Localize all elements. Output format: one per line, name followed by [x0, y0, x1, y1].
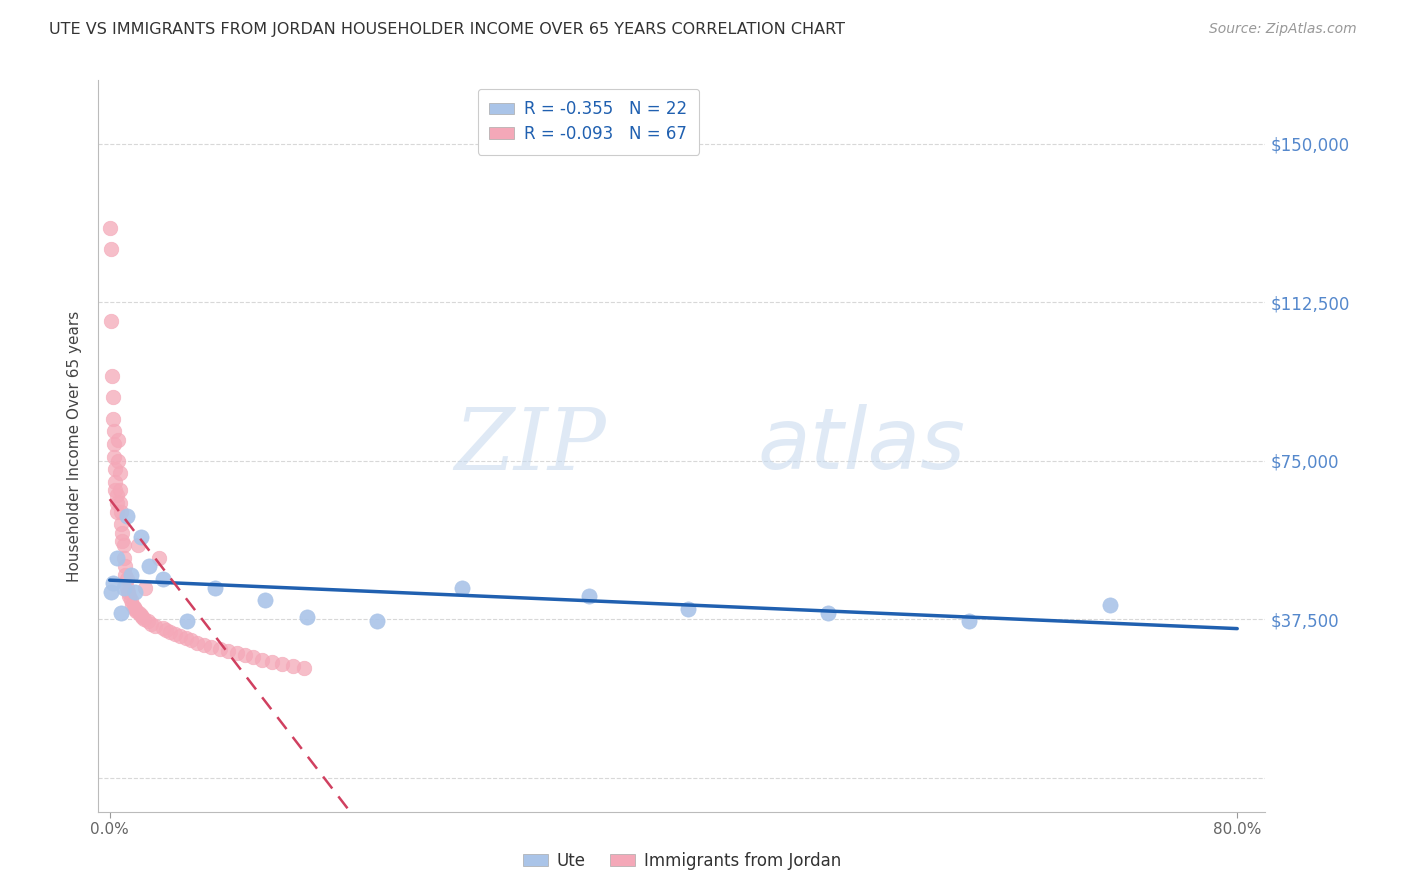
- Point: [103, 437, 125, 451]
- Point: [101, 390, 124, 404]
- Point: [117, 585, 139, 599]
- Point: [108, 496, 131, 510]
- Point: [112, 581, 135, 595]
- Point: [208, 642, 231, 657]
- Point: [817, 606, 839, 620]
- Point: [131, 610, 153, 624]
- Point: [100, 314, 122, 328]
- Point: [281, 658, 304, 673]
- Legend: Ute, Immigrants from Jordan: Ute, Immigrants from Jordan: [516, 846, 848, 877]
- Point: [101, 411, 124, 425]
- Point: [143, 618, 166, 632]
- Point: [200, 640, 222, 654]
- Point: [108, 483, 131, 498]
- Point: [169, 629, 191, 643]
- Point: [105, 504, 128, 518]
- Point: [114, 559, 136, 574]
- Point: [111, 534, 134, 549]
- Point: [132, 612, 155, 626]
- Text: atlas: atlas: [758, 404, 966, 488]
- Point: [107, 433, 129, 447]
- Point: [100, 585, 122, 599]
- Point: [124, 601, 146, 615]
- Point: [112, 551, 135, 566]
- Point: [114, 568, 136, 582]
- Point: [204, 581, 226, 595]
- Point: [253, 593, 276, 607]
- Point: [242, 650, 264, 665]
- Point: [159, 625, 181, 640]
- Y-axis label: Householder Income Over 65 years: Householder Income Over 65 years: [67, 310, 83, 582]
- Point: [103, 450, 125, 464]
- Point: [110, 504, 132, 518]
- Point: [110, 517, 132, 532]
- Point: [120, 568, 142, 582]
- Point: [125, 604, 148, 618]
- Point: [110, 606, 132, 620]
- Point: [295, 610, 318, 624]
- Point: [152, 621, 174, 635]
- Point: [155, 623, 177, 637]
- Point: [180, 633, 202, 648]
- Point: [127, 538, 149, 552]
- Point: [270, 657, 292, 671]
- Point: [233, 648, 256, 663]
- Point: [217, 644, 239, 658]
- Point: [120, 593, 142, 607]
- Point: [107, 454, 129, 468]
- Point: [105, 496, 128, 510]
- Point: [174, 632, 197, 646]
- Point: [451, 581, 474, 595]
- Point: [111, 525, 134, 540]
- Point: [176, 615, 198, 629]
- Point: [1099, 598, 1122, 612]
- Point: [250, 652, 273, 666]
- Point: [101, 576, 124, 591]
- Point: [152, 572, 174, 586]
- Point: [186, 635, 208, 649]
- Point: [578, 589, 600, 603]
- Text: Source: ZipAtlas.com: Source: ZipAtlas.com: [1209, 22, 1357, 37]
- Point: [676, 601, 699, 615]
- Point: [292, 661, 315, 675]
- Point: [124, 585, 146, 599]
- Point: [122, 599, 145, 614]
- Point: [163, 627, 186, 641]
- Point: [105, 488, 128, 502]
- Point: [100, 243, 122, 257]
- Point: [104, 475, 127, 489]
- Point: [128, 606, 150, 620]
- Point: [121, 598, 143, 612]
- Point: [129, 608, 152, 623]
- Point: [100, 221, 122, 235]
- Point: [118, 589, 141, 603]
- Point: [129, 530, 152, 544]
- Point: [115, 581, 138, 595]
- Point: [115, 572, 138, 586]
- Point: [108, 467, 131, 481]
- Point: [957, 615, 980, 629]
- Point: [193, 638, 215, 652]
- Point: [138, 559, 160, 574]
- Point: [366, 615, 388, 629]
- Point: [104, 483, 127, 498]
- Point: [225, 646, 247, 660]
- Point: [115, 508, 138, 523]
- Text: ZIP: ZIP: [454, 405, 606, 487]
- Point: [136, 615, 159, 629]
- Point: [139, 616, 162, 631]
- Point: [104, 462, 127, 476]
- Point: [134, 581, 156, 595]
- Point: [103, 424, 125, 438]
- Point: [112, 538, 135, 552]
- Text: UTE VS IMMIGRANTS FROM JORDAN HOUSEHOLDER INCOME OVER 65 YEARS CORRELATION CHART: UTE VS IMMIGRANTS FROM JORDAN HOUSEHOLDE…: [49, 22, 845, 37]
- Point: [105, 551, 128, 566]
- Point: [260, 655, 283, 669]
- Point: [148, 551, 170, 566]
- Point: [101, 369, 124, 384]
